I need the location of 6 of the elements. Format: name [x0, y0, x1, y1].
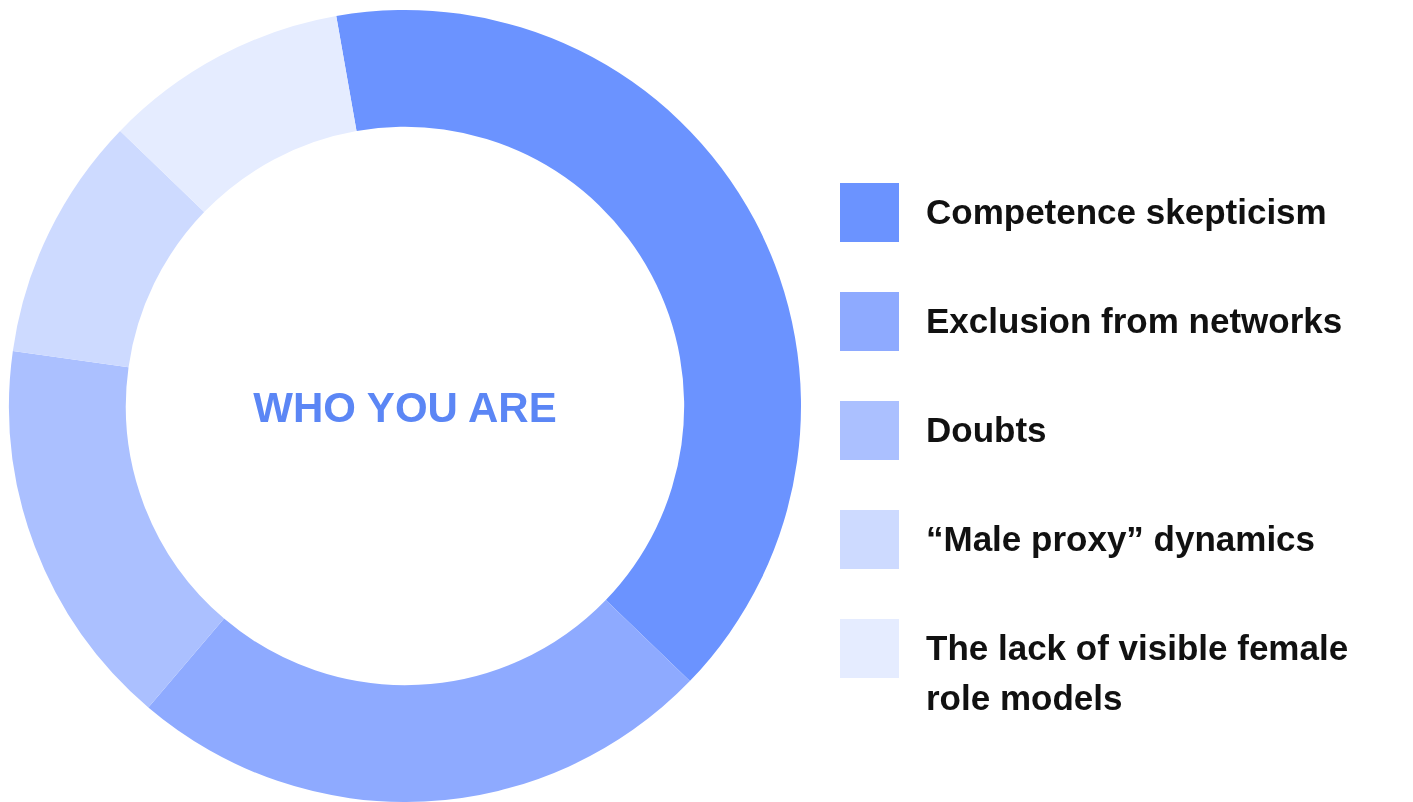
text: WHO YOU ARE [253, 384, 557, 432]
legend-label: Competence skepticism [926, 191, 1327, 233]
legend-label: Exclusion from networks [926, 300, 1343, 342]
legend-label: Doubts [926, 409, 1047, 451]
legend-label: “Male proxy” dynamics [926, 518, 1316, 560]
legend-label: The lack of visible female role models [926, 627, 1350, 719]
